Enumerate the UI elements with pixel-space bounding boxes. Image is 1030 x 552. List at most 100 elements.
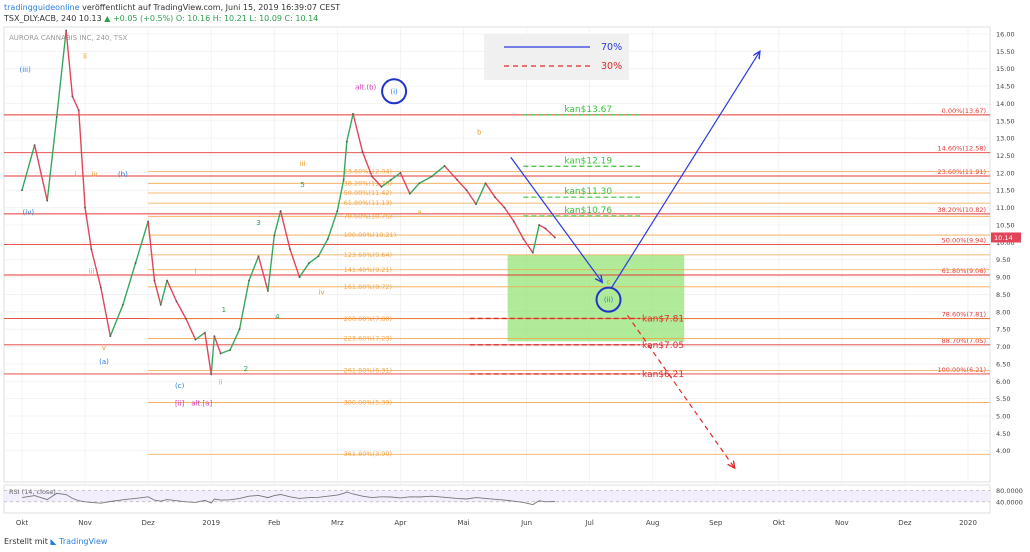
- price-point: [279, 210, 282, 212]
- price-segment: [342, 140, 348, 181]
- price-point: [55, 116, 58, 119]
- fib-extension-label: 161.80%(8.72): [344, 283, 392, 291]
- x-tick-label: Okt: [773, 519, 786, 527]
- price-segment: [538, 224, 547, 230]
- wave-label: (c): [175, 382, 185, 390]
- y-tick-label: 16.00: [996, 30, 1015, 38]
- wave-label: iii: [300, 160, 306, 168]
- wave-label: ii: [219, 379, 223, 387]
- price-point: [503, 206, 506, 209]
- green-target-label: kan$10.76: [564, 206, 612, 216]
- rsi-line: [21, 491, 555, 506]
- fib-extension-label: 38.20%(11.70): [344, 179, 392, 187]
- price-segment: [109, 304, 124, 337]
- price-point: [390, 178, 392, 181]
- price-point: [159, 303, 162, 306]
- footer-prefix: Erstellt mit: [4, 537, 48, 546]
- y-tick-label: 10.50: [996, 221, 1015, 229]
- fib-extension-label: 223.60%(7.23): [344, 335, 392, 343]
- price-point: [494, 196, 496, 199]
- price-point: [194, 338, 197, 341]
- legend-label-red: 30%: [601, 61, 622, 72]
- price-point: [267, 290, 269, 292]
- last-price-text: 10.14: [994, 234, 1013, 242]
- wave-label: alt.(b): [355, 84, 376, 92]
- price-point: [33, 144, 36, 146]
- price-segment: [153, 279, 162, 306]
- price-segment: [213, 335, 222, 355]
- price-segment: [257, 255, 269, 292]
- price-point: [213, 335, 216, 338]
- price-point: [77, 109, 80, 112]
- red-target-label: kan$6.21: [642, 370, 684, 380]
- y-tick-label: 4.50: [996, 430, 1010, 438]
- price-point: [475, 203, 477, 206]
- author-link[interactable]: tradingguideonline: [4, 3, 80, 12]
- price-segment: [522, 238, 534, 254]
- price-point: [465, 189, 468, 192]
- ticker-ohlc: O: 10.16 H: 10.21 L: 10.09 C: 10.14: [175, 14, 319, 23]
- ticker-symbol: TSX_DLY:ACB, 240: [4, 14, 77, 23]
- price-point: [538, 224, 541, 226]
- price-point: [336, 210, 339, 212]
- price-point: [185, 317, 187, 320]
- wave-label: [ii]: [175, 400, 185, 408]
- red-target-label: kan$7.05: [642, 341, 684, 351]
- chart-title: AURORA CANNABIS INC, 240, TSX: [9, 34, 128, 42]
- price-segment: [122, 262, 137, 306]
- fib-extension-label: 141.40%(9.21): [344, 266, 392, 274]
- y-tick-label: 6.00: [996, 378, 1010, 386]
- y-tick-label: 9.50: [996, 256, 1010, 264]
- price-point: [399, 171, 402, 174]
- rsi-label: RSI (14, close): [9, 488, 56, 496]
- price-point: [513, 220, 515, 223]
- x-tick-label: Nov: [835, 519, 849, 527]
- price-point: [317, 255, 320, 258]
- price-segment: [494, 196, 506, 209]
- y-tick-label: 5.50: [996, 395, 1010, 403]
- price-segment: [248, 255, 260, 282]
- y-tick-label: 5.00: [996, 413, 1010, 421]
- price-segment: [90, 248, 102, 289]
- price-point: [257, 255, 260, 258]
- price-point: [248, 279, 250, 282]
- wave-circle: [381, 78, 408, 105]
- fib-extension-label: 361.80%(3.90): [344, 450, 392, 458]
- ticker-change: ▲ +0.05 (+0.5%): [104, 14, 174, 23]
- fib-retracement-label: 23.60%(11.91): [938, 168, 986, 176]
- price-segment: [346, 113, 354, 143]
- x-tick-label: Feb: [268, 519, 281, 527]
- fib-extension-label: 100.00%(10.21): [344, 231, 397, 239]
- y-tick-label: 14.00: [996, 100, 1015, 108]
- price-point: [46, 199, 49, 202]
- price-segment: [371, 175, 383, 188]
- y-tick-label: 13.00: [996, 135, 1015, 143]
- footer-brand[interactable]: TradingView: [59, 537, 108, 546]
- price-segment: [78, 109, 86, 209]
- price-point: [484, 182, 487, 185]
- price-point: [345, 140, 348, 143]
- price-segment: [513, 220, 525, 240]
- fib-extension-label: 23.60%(12.04): [344, 167, 392, 175]
- price-segment: [33, 144, 48, 202]
- x-tick-label: Sep: [709, 519, 723, 527]
- price-point: [229, 349, 232, 351]
- price-segment: [185, 318, 197, 341]
- fib-retracement-label: 0.00%(13.67): [942, 107, 986, 115]
- wave-circle-label: (ii): [604, 296, 614, 304]
- price-point: [134, 262, 137, 265]
- projection-arrow-blue: [510, 156, 602, 282]
- price-segment: [21, 144, 36, 191]
- x-tick-label: Okt: [16, 519, 29, 527]
- x-tick-label: Jul: [584, 519, 594, 527]
- fib-retracement-label: 78.60%(7.81): [942, 310, 986, 318]
- fib-retracement-label: 100.00%(6.21): [938, 366, 986, 374]
- publish-info: veröffentlicht auf TradingView.com, Juni…: [82, 3, 341, 12]
- price-point: [84, 206, 86, 209]
- fib-retracement-label: 61.80%(9.06): [942, 267, 986, 275]
- price-point: [298, 276, 301, 278]
- fib-extension-label: 50.00%(11.42): [344, 189, 392, 197]
- price-point: [326, 237, 329, 240]
- price-point: [99, 286, 102, 289]
